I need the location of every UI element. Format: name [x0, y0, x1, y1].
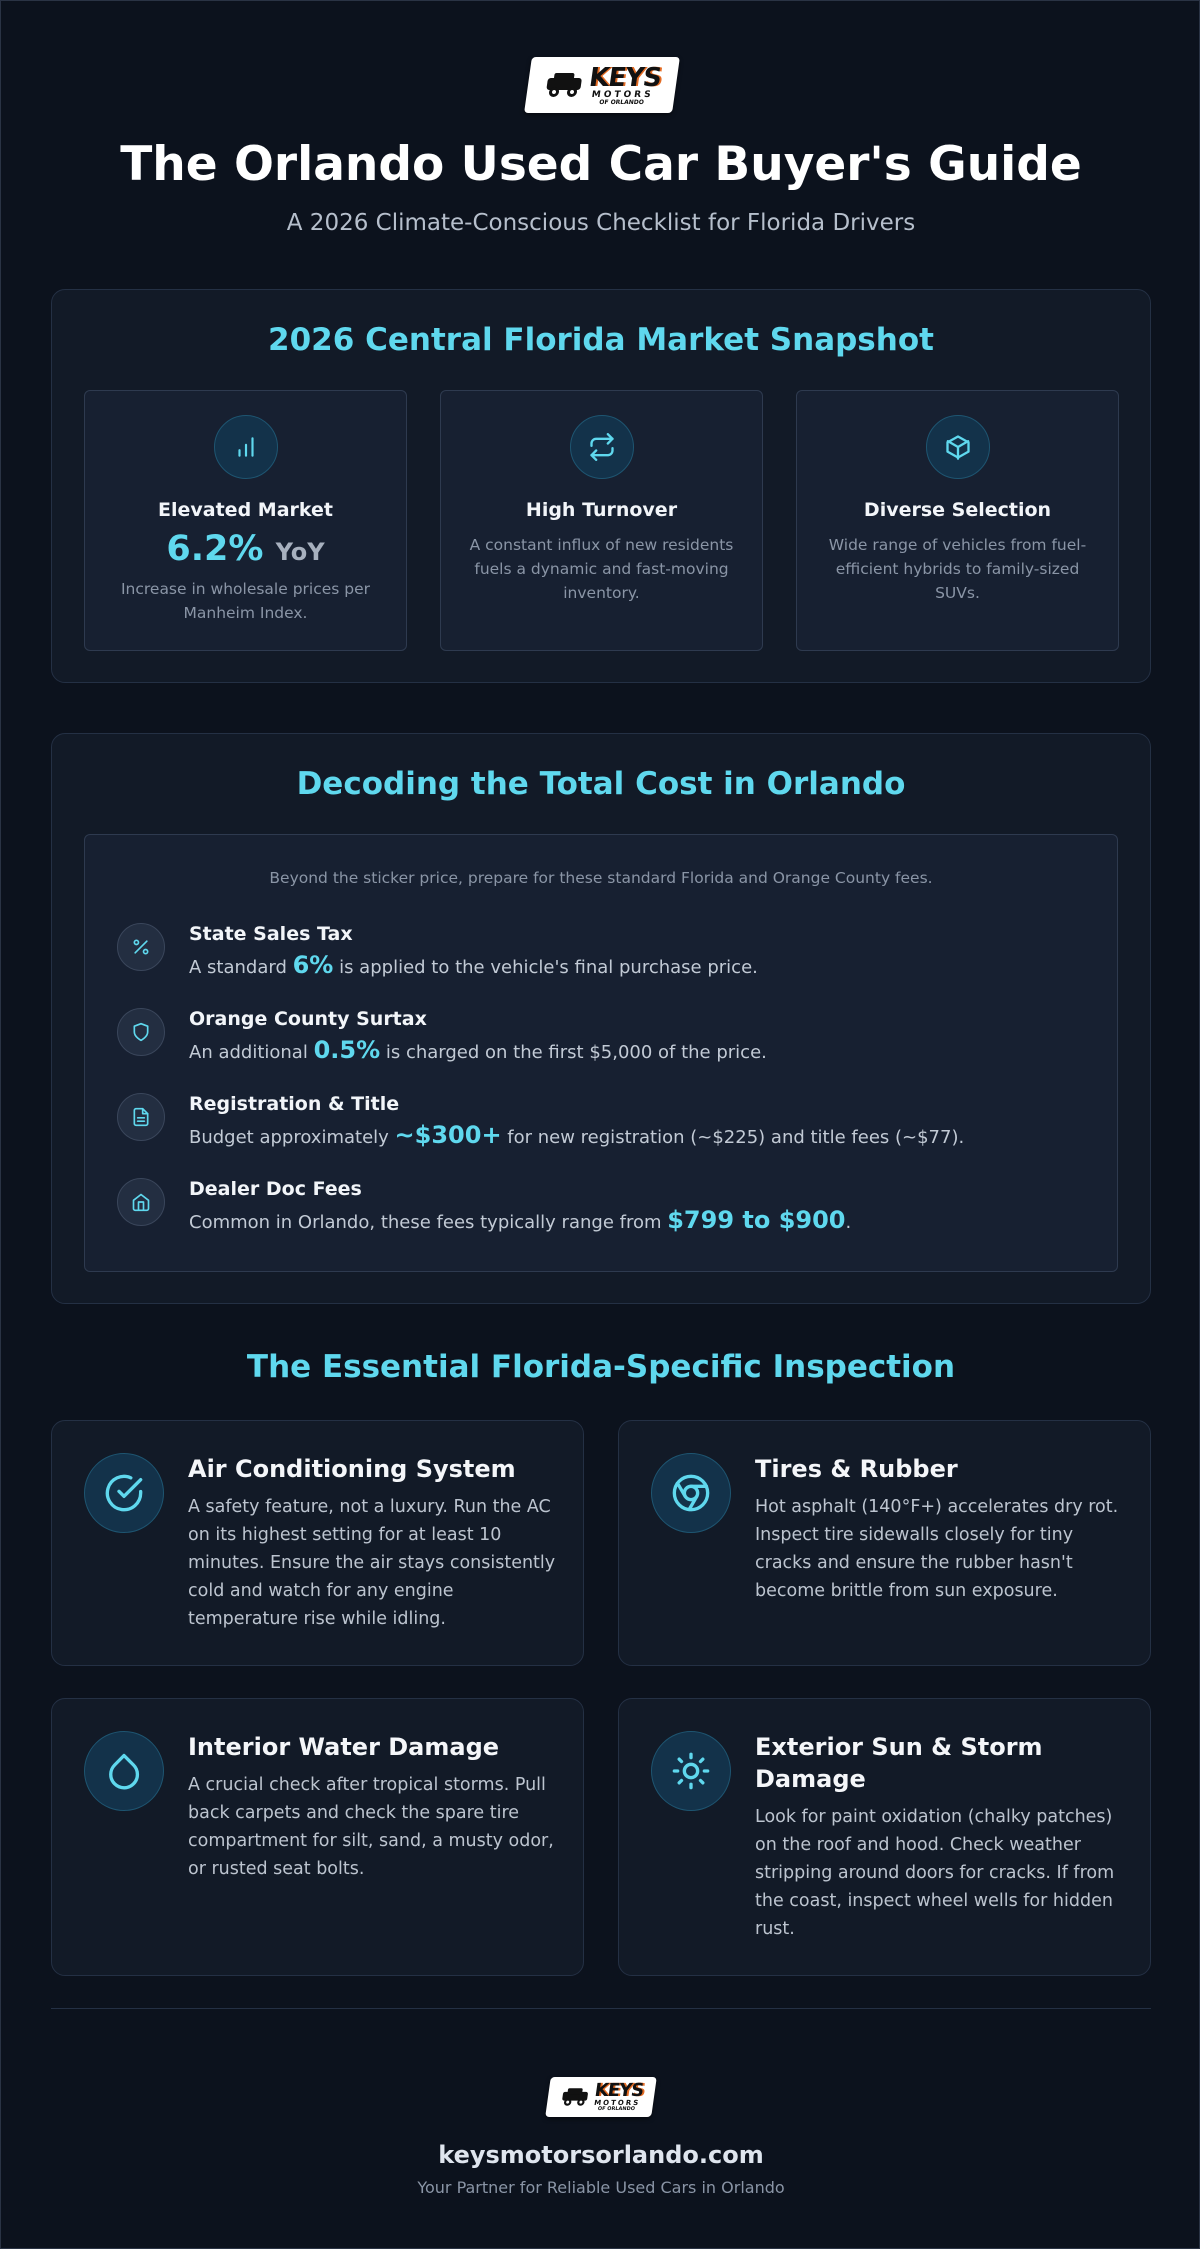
footer-website-link[interactable]: keysmotorsorlando.com	[438, 2141, 764, 2169]
card-title: High Turnover	[525, 499, 678, 521]
text-pre: An additional	[189, 1042, 314, 1063]
section-title: Decoding the Total Cost in Orlando	[296, 766, 906, 802]
box-icon	[925, 415, 990, 479]
card-description: Look for paint oxidation (chalky patches…	[755, 1807, 1115, 1939]
card-title: Diverse Selection	[863, 499, 1052, 521]
cost-item-text: An additional 0.5% is charged on the fir…	[189, 1036, 767, 1064]
document-icon	[117, 1093, 165, 1141]
refresh-icon	[569, 415, 634, 479]
market-snapshot-panel: 2026 Central Florida Market Snapshot Ele…	[51, 289, 1151, 683]
card-description: A constant influx of new residents fuels…	[469, 536, 734, 602]
tire-icon	[651, 1453, 731, 1533]
cost-item: Registration & Title Budget approximatel…	[117, 1093, 1097, 1153]
shield-icon	[117, 1008, 165, 1056]
check-circle-icon	[84, 1453, 164, 1533]
logo-word: KEYS	[593, 2080, 645, 2101]
cost-item-title: State Sales Tax	[189, 923, 353, 945]
cost-item: Dealer Doc Fees Common in Orlando, these…	[117, 1178, 1097, 1238]
cost-item-title: Orange County Surtax	[189, 1008, 427, 1030]
page-subtitle: A 2026 Climate-Conscious Checklist for F…	[286, 210, 916, 236]
text-pre: A standard	[189, 957, 293, 978]
card-description: A crucial check after tropical storms. P…	[188, 1775, 554, 1879]
total-cost-panel: Decoding the Total Cost in Orlando Beyon…	[51, 733, 1151, 1304]
page-title: The Orlando Used Car Buyer's Guide	[120, 137, 1082, 192]
home-icon	[117, 1178, 165, 1226]
logo-small: OF ORLANDO	[598, 98, 645, 106]
highlight-value: $799 to $900	[667, 1206, 846, 1234]
cost-item-text: Common in Orlando, these fees typically …	[189, 1206, 851, 1234]
snapshot-card: Elevated Market 6.2% YoY Increase in who…	[84, 390, 407, 651]
logo-word: KEYS	[587, 62, 663, 93]
text-post: is charged on the first $5,000 of the pr…	[380, 1042, 767, 1063]
divider	[51, 2008, 1151, 2009]
highlight-value: ~$300+	[394, 1121, 502, 1149]
cost-item-title: Dealer Doc Fees	[189, 1178, 362, 1200]
logo-small: OF ORLANDO	[597, 2106, 636, 2112]
card-description: A safety feature, not a luxury. Run the …	[188, 1497, 556, 1629]
section-title: 2026 Central Florida Market Snapshot	[268, 322, 934, 358]
water-drop-icon	[84, 1731, 164, 1811]
cost-item-title: Registration & Title	[189, 1093, 400, 1115]
card-title: Interior Water Damage	[188, 1733, 500, 1761]
cost-intro: Beyond the sticker price, prepare for th…	[269, 869, 933, 887]
text-pre: Common in Orlando, these fees typically …	[189, 1212, 668, 1233]
card-description: Hot asphalt (140°F+) accelerates dry rot…	[755, 1497, 1119, 1601]
footer-logo[interactable]: KEYS MOTORS OF ORLANDO	[545, 2077, 657, 2117]
highlight-value: 0.5%	[313, 1036, 381, 1064]
brand-logo[interactable]: KEYS MOTORS OF ORLANDO	[524, 57, 680, 113]
sun-icon	[651, 1731, 731, 1811]
cost-item: State Sales Tax A standard 6% is applied…	[117, 923, 1097, 983]
highlight-value: 6%	[292, 951, 334, 979]
card-title: Air Conditioning System	[188, 1455, 516, 1483]
stat-value: 6.2%	[166, 529, 264, 569]
card-title: Exterior Sun & Storm Damage	[755, 1733, 1043, 1793]
bar-chart-icon	[213, 415, 278, 479]
inspection-card: Air Conditioning System A safety feature…	[51, 1420, 584, 1666]
inspection-card: Interior Water Damage A crucial check af…	[51, 1698, 584, 1976]
inspection-card: Tires & Rubber Hot asphalt (140°F+) acce…	[618, 1420, 1151, 1666]
car-icon	[558, 2086, 591, 2108]
cost-breakdown: Beyond the sticker price, prepare for th…	[84, 834, 1118, 1272]
card-title: Elevated Market	[158, 499, 333, 521]
snapshot-card: High Turnover A constant influx of new r…	[440, 390, 763, 651]
card-description: Increase in wholesale prices per Manheim…	[120, 580, 371, 622]
inspection-card: Exterior Sun & Storm Damage Look for pai…	[618, 1698, 1151, 1976]
text-post: .	[845, 1212, 852, 1233]
section-title: The Essential Florida-Specific Inspectio…	[246, 1349, 956, 1385]
cost-item-text: A standard 6% is applied to the vehicle'…	[189, 951, 758, 979]
footer-tagline: Your Partner for Reliable Used Cars in O…	[417, 2178, 785, 2197]
card-title: Tires & Rubber	[755, 1455, 958, 1483]
text-pre: Budget approximately	[189, 1127, 395, 1148]
text-post: is applied to the vehicle's final purcha…	[333, 957, 758, 978]
car-icon	[542, 70, 586, 100]
text-post: for new registration (~$225) and title f…	[501, 1127, 965, 1148]
percent-icon	[117, 923, 165, 971]
card-description: Wide range of vehicles from fuel-efficie…	[828, 536, 1087, 602]
cost-item: Orange County Surtax An additional 0.5% …	[117, 1008, 1097, 1068]
cost-item-text: Budget approximately ~$300+ for new regi…	[189, 1121, 964, 1149]
snapshot-card: Diverse Selection Wide range of vehicles…	[796, 390, 1119, 651]
stat-unit: YoY	[275, 538, 325, 566]
card-stat: 6.2% YoY	[85, 529, 406, 569]
